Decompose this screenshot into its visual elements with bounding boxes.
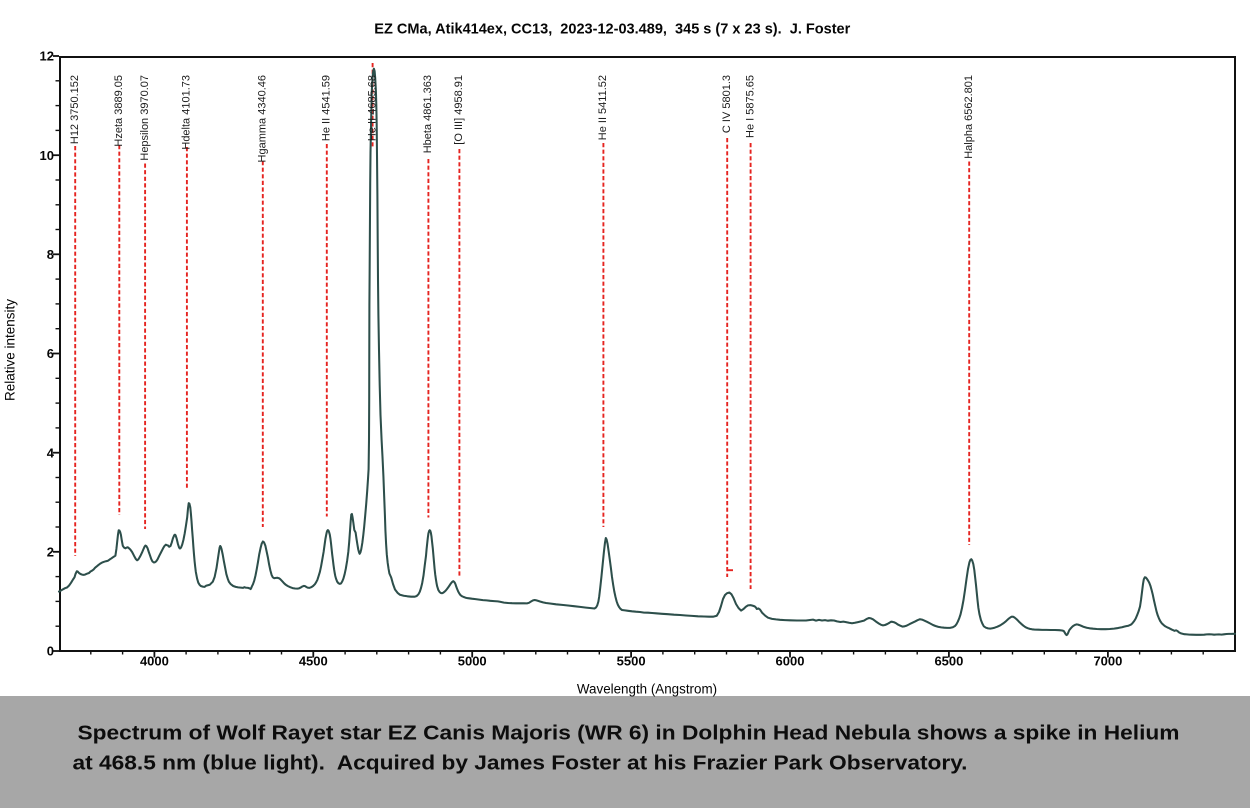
svg-text:[O III] 4958.91: [O III] 4958.91 bbox=[453, 75, 465, 145]
svg-text:Hdelta 4101.73: Hdelta 4101.73 bbox=[181, 75, 193, 150]
svg-text:0: 0 bbox=[47, 644, 54, 659]
svg-text:EZ CMa, Atik414ex, CC13, 2023: EZ CMa, Atik414ex, CC13, 2023-12-03.489,… bbox=[374, 20, 850, 37]
svg-text:5000: 5000 bbox=[458, 654, 487, 669]
svg-text:at 468.5 nm (blue light). Acq: at 468.5 nm (blue light). Acquired by Ja… bbox=[73, 752, 968, 774]
svg-text:Hbeta 4861.363: Hbeta 4861.363 bbox=[422, 75, 434, 153]
svg-text:Hzeta 3889.05: Hzeta 3889.05 bbox=[113, 75, 125, 147]
svg-text:4500: 4500 bbox=[299, 654, 328, 669]
svg-text:Spectrum of Wolf Rayet star EZ: Spectrum of Wolf Rayet star EZ Canis Maj… bbox=[78, 723, 1180, 745]
svg-text:12: 12 bbox=[40, 49, 54, 64]
svg-text:6: 6 bbox=[47, 346, 54, 361]
svg-text:Halpha 6562.801: Halpha 6562.801 bbox=[963, 75, 975, 159]
svg-text:4000: 4000 bbox=[140, 654, 169, 669]
svg-text:Relative intensity: Relative intensity bbox=[2, 299, 17, 401]
svg-text:He II 5411.52: He II 5411.52 bbox=[597, 75, 609, 140]
svg-text:C IV 5801.3: C IV 5801.3 bbox=[721, 75, 733, 133]
svg-text:He II 4541.59: He II 4541.59 bbox=[321, 75, 333, 141]
svg-text:6000: 6000 bbox=[776, 654, 805, 669]
svg-text:8: 8 bbox=[47, 247, 54, 262]
svg-text:10: 10 bbox=[40, 148, 54, 163]
svg-text:H12 3750.152: H12 3750.152 bbox=[69, 75, 81, 144]
svg-text:4: 4 bbox=[47, 445, 55, 460]
svg-text:6500: 6500 bbox=[934, 654, 963, 669]
svg-text:2: 2 bbox=[47, 545, 54, 560]
svg-text:He I 5875.65: He I 5875.65 bbox=[744, 75, 756, 138]
svg-text:Hepsilon 3970.07: Hepsilon 3970.07 bbox=[139, 75, 151, 161]
svg-text:He II 4685.68: He II 4685.68 bbox=[366, 75, 378, 141]
svg-text:Wavelength (Angstrom): Wavelength (Angstrom) bbox=[577, 682, 717, 697]
svg-text:5500: 5500 bbox=[617, 654, 646, 669]
svg-text:Hgamma 4340.46: Hgamma 4340.46 bbox=[257, 75, 269, 162]
svg-text:7000: 7000 bbox=[1093, 654, 1122, 669]
